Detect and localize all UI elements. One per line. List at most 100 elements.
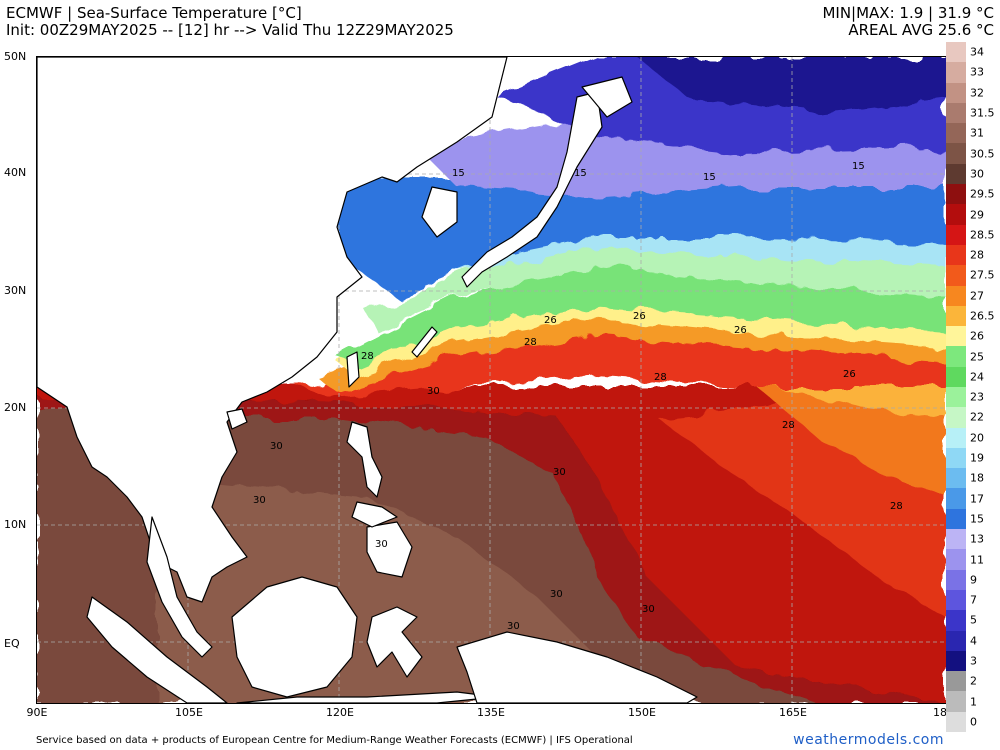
- lon-label-120e: 120E: [326, 706, 354, 719]
- colorbar-label: 19: [970, 451, 984, 465]
- contour-label: 26: [734, 325, 747, 336]
- band-3: [637, 57, 946, 112]
- colorbar-swatch: [946, 82, 966, 104]
- contour-label: 30: [507, 621, 520, 632]
- colorbar-swatch: [946, 630, 966, 652]
- contour-labels: 15 15 15 15 26 26 26 26 28 28 28 28 28 3…: [253, 161, 903, 632]
- colorbar-label: 23: [970, 390, 984, 404]
- colorbar-label: 15: [970, 512, 984, 526]
- korea: [421, 186, 458, 238]
- colorbar-swatch: [946, 427, 966, 449]
- colorbar-label: 2: [970, 674, 977, 688]
- borneo: [231, 576, 358, 698]
- colorbar-swatch: [946, 62, 966, 84]
- colorbar-label: 32: [970, 86, 984, 100]
- colorbar-label: 18: [970, 471, 984, 485]
- colorbar-swatch: [946, 42, 966, 63]
- ryukyu-islands: [411, 326, 438, 358]
- contour-label: 30: [253, 495, 266, 506]
- colorbar-swatch: [946, 529, 966, 550]
- colorbar-label: 26: [970, 329, 984, 343]
- colorbar-swatch: [946, 285, 966, 307]
- colorbar-swatch: [946, 224, 966, 246]
- colorbar-label: 17: [970, 492, 984, 506]
- lat-label-50n: 50N: [4, 50, 27, 63]
- philippines-luzon: [346, 421, 383, 498]
- sulawesi: [366, 606, 423, 678]
- colorbar-label: 34: [970, 45, 984, 59]
- hokkaido: [581, 76, 633, 118]
- footer-credit: Service based on data + products of Euro…: [36, 735, 633, 746]
- contour-label: 30: [642, 604, 655, 615]
- contour-label: 26: [633, 311, 646, 322]
- contour-label: 26: [544, 315, 557, 326]
- colorbar-label: 28.5: [970, 228, 995, 242]
- colorbar-swatch: [946, 123, 966, 144]
- band-22: [367, 242, 946, 332]
- colorbar-swatch: [946, 569, 966, 591]
- colorbar-swatch: [946, 671, 966, 692]
- colorbar-label: 26.5: [970, 309, 995, 323]
- colorbar-swatch: [946, 244, 966, 266]
- colorbar-label: 27.5: [970, 268, 995, 282]
- init-valid-line: Init: 00Z29MAY2025 -- [12] hr --> Valid …: [6, 21, 454, 39]
- contour-label: 15: [452, 168, 465, 179]
- min-max-readout: MIN|MAX: 1.9 | 31.9 °C: [822, 4, 994, 22]
- brand-link[interactable]: weathermodels.com: [793, 732, 944, 748]
- colorbar-label: 3: [970, 654, 977, 668]
- colorbar-swatch: [946, 691, 966, 713]
- colorbar-label: 28: [970, 248, 984, 262]
- java-lesser-sunda: [236, 691, 498, 703]
- contour-label: 28: [524, 337, 537, 348]
- lon-label-135e: 135E: [477, 706, 505, 719]
- contour-label: 30: [270, 441, 283, 452]
- colorbar-label: 29.5: [970, 187, 995, 201]
- hainan: [226, 408, 248, 430]
- colorbar-label: 4: [970, 634, 977, 648]
- colorbar-swatch: [946, 610, 966, 632]
- colorbar-label: 29: [970, 208, 984, 221]
- lon-label-90e: 90E: [26, 706, 48, 719]
- colorbar-swatch: [946, 447, 966, 469]
- colorbar-label: 33: [970, 65, 984, 79]
- colorbar-swatch: [946, 387, 966, 408]
- contour-label: 30: [553, 467, 566, 478]
- stats-block: MIN|MAX: 1.9 | 31.9 °C AREAL AVG 25.6 °C: [822, 5, 994, 39]
- colorbar-swatch: [946, 366, 966, 388]
- contour-label: 28: [361, 351, 374, 362]
- colorbar-swatch: [946, 650, 966, 672]
- title-block: ECMWF | Sea-Surface Temperature [°C] Ini…: [6, 5, 454, 39]
- colorbar-label: 7: [970, 593, 977, 607]
- land-masses: [37, 57, 698, 703]
- lat-label-40n: 40N: [4, 166, 27, 179]
- colorbar-label: 9: [970, 573, 977, 587]
- contour-label: 26: [843, 369, 856, 380]
- lat-label-30n: 30N: [4, 284, 27, 297]
- colorbar-swatch: [946, 407, 966, 429]
- colorbar-label: 20: [970, 431, 984, 445]
- lat-label-eq: EQ: [4, 637, 20, 650]
- taiwan: [346, 351, 360, 388]
- colorbar-label: 1: [970, 695, 977, 709]
- colorbar-label: 31.5: [970, 106, 995, 120]
- japan: [461, 91, 603, 288]
- contour-label: 28: [782, 420, 795, 431]
- colorbar-label: 30: [970, 167, 984, 181]
- colorbar-label: 13: [970, 532, 984, 546]
- contour-label: 28: [890, 501, 903, 512]
- colorbar-swatch: [946, 711, 966, 733]
- colorbar-label: 24: [970, 370, 984, 384]
- contour-label: 30: [427, 386, 440, 397]
- colorbar-label: 30.5: [970, 147, 995, 161]
- areal-avg-readout: AREAL AVG 25.6 °C: [848, 21, 994, 39]
- colorbar-swatch: [946, 163, 966, 185]
- colorbar-swatch: [946, 549, 966, 571]
- temperature-colorbar: 34 33 32 31.5 3 1 30.5 30 29.5 29 28.5 28 27.5 2 7 26.5…: [946, 42, 995, 733]
- colorbar-swatch: [946, 468, 966, 489]
- lon-label-165e: 165E: [779, 706, 807, 719]
- colorbar-swatch: [946, 508, 966, 530]
- asia-mainland: [37, 57, 508, 603]
- colorbar-label: 11: [970, 553, 984, 566]
- new-guinea: [456, 631, 698, 703]
- lat-label-10n: 10N: [4, 518, 27, 531]
